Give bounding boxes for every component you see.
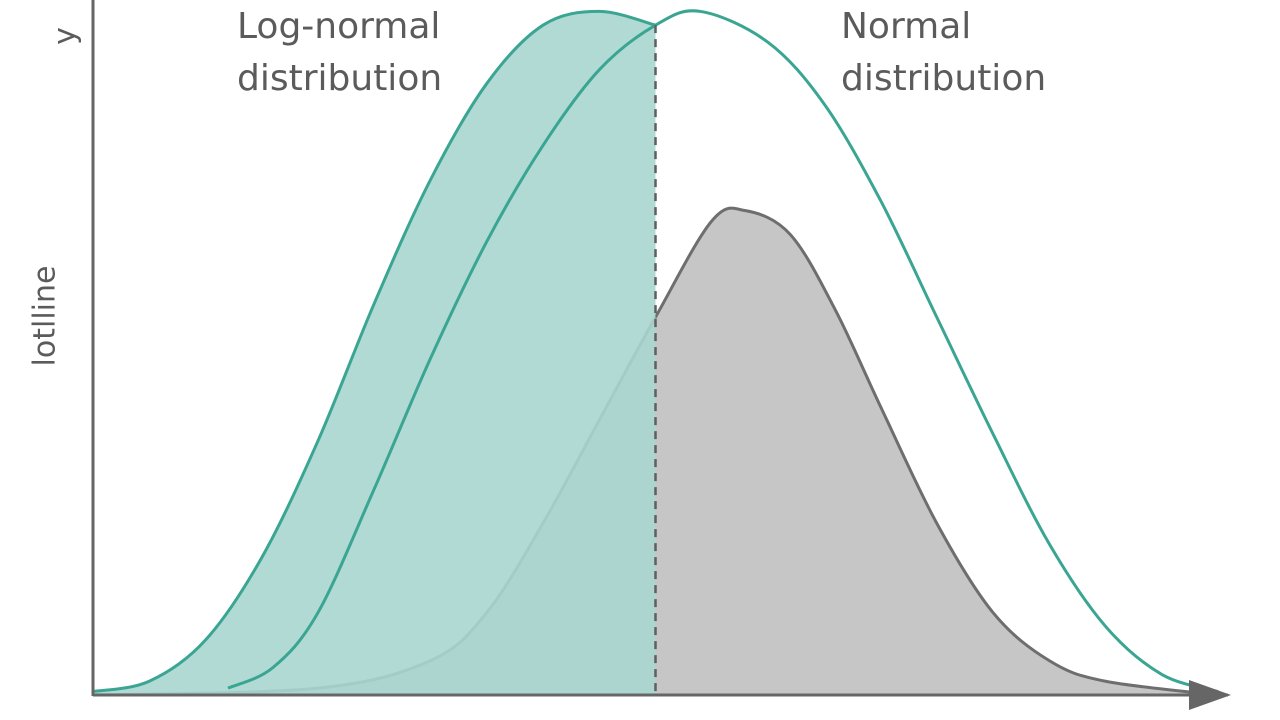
annotation-log-normal-line-2: distribution (237, 58, 442, 99)
lognormal-distribution-line (92, 9, 656, 694)
annotation-log-normal-distribution: Log-normal distribution (237, 6, 442, 99)
annotation-normal-line-2: distribution (841, 58, 1046, 99)
annotation-log-normal-line-1: Log-normal (237, 6, 440, 47)
annotation-normal-distribution: Normal distribution (841, 6, 1046, 99)
lognormal-distribution-area (93, 11, 656, 696)
y-axis-side-label: lotlline (28, 266, 63, 367)
normal-distribution-line (227, 9, 1219, 694)
annotation-normal-line-1: Normal (841, 6, 971, 47)
y-axis-label: y (48, 27, 83, 45)
